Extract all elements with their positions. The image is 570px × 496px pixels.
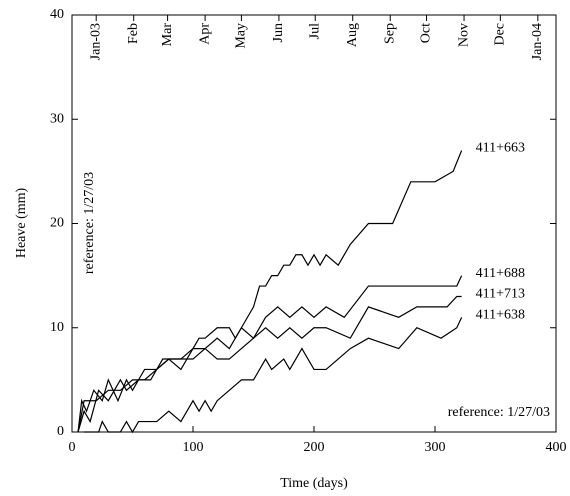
x2-tick-label: Aug: [345, 23, 360, 47]
annotation: reference: 1/27/03: [82, 172, 97, 274]
x2-tick-label: Dec: [493, 23, 508, 46]
annotation: reference: 1/27/03: [448, 405, 550, 420]
x2-tick-label: Nov: [456, 23, 471, 47]
series-label: 411+638: [476, 308, 525, 323]
x2-tick-label: Oct: [419, 23, 434, 43]
series-label: 411+688: [476, 266, 525, 281]
y-tick-label: 10: [50, 320, 64, 335]
x-tick-label: 400: [546, 440, 567, 455]
x2-tick-label: Feb: [126, 23, 141, 44]
x-tick-label: 0: [69, 440, 76, 455]
y-axis-label: Heave (mm): [14, 187, 29, 258]
x2-tick-label: Apr: [197, 23, 212, 45]
series-line: [84, 317, 463, 434]
x2-tick-label: Jan-03: [88, 23, 103, 60]
series-label: 411+663: [476, 141, 525, 156]
x-axis-label: Time (days): [280, 476, 348, 491]
x2-tick-label: Jun: [271, 23, 286, 42]
series-line: [77, 150, 463, 433]
series-label: 411+713: [476, 287, 525, 302]
x-tick-label: 100: [183, 440, 204, 455]
x-tick-label: 200: [304, 440, 325, 455]
y-tick-label: 30: [50, 111, 64, 126]
x2-tick-label: Jul: [307, 23, 322, 39]
x2-tick-label: Mar: [160, 23, 175, 47]
x-tick-label: 300: [425, 440, 446, 455]
x2-tick-label: May: [234, 23, 249, 49]
y-tick-label: 20: [50, 216, 64, 231]
series-line: [77, 295, 462, 433]
series-line: [77, 275, 463, 433]
x2-tick-label: Jan-04: [530, 23, 545, 60]
y-tick-label: 0: [57, 424, 64, 439]
x2-tick-label: Sep: [382, 23, 397, 44]
y-tick-label: 40: [50, 7, 64, 22]
